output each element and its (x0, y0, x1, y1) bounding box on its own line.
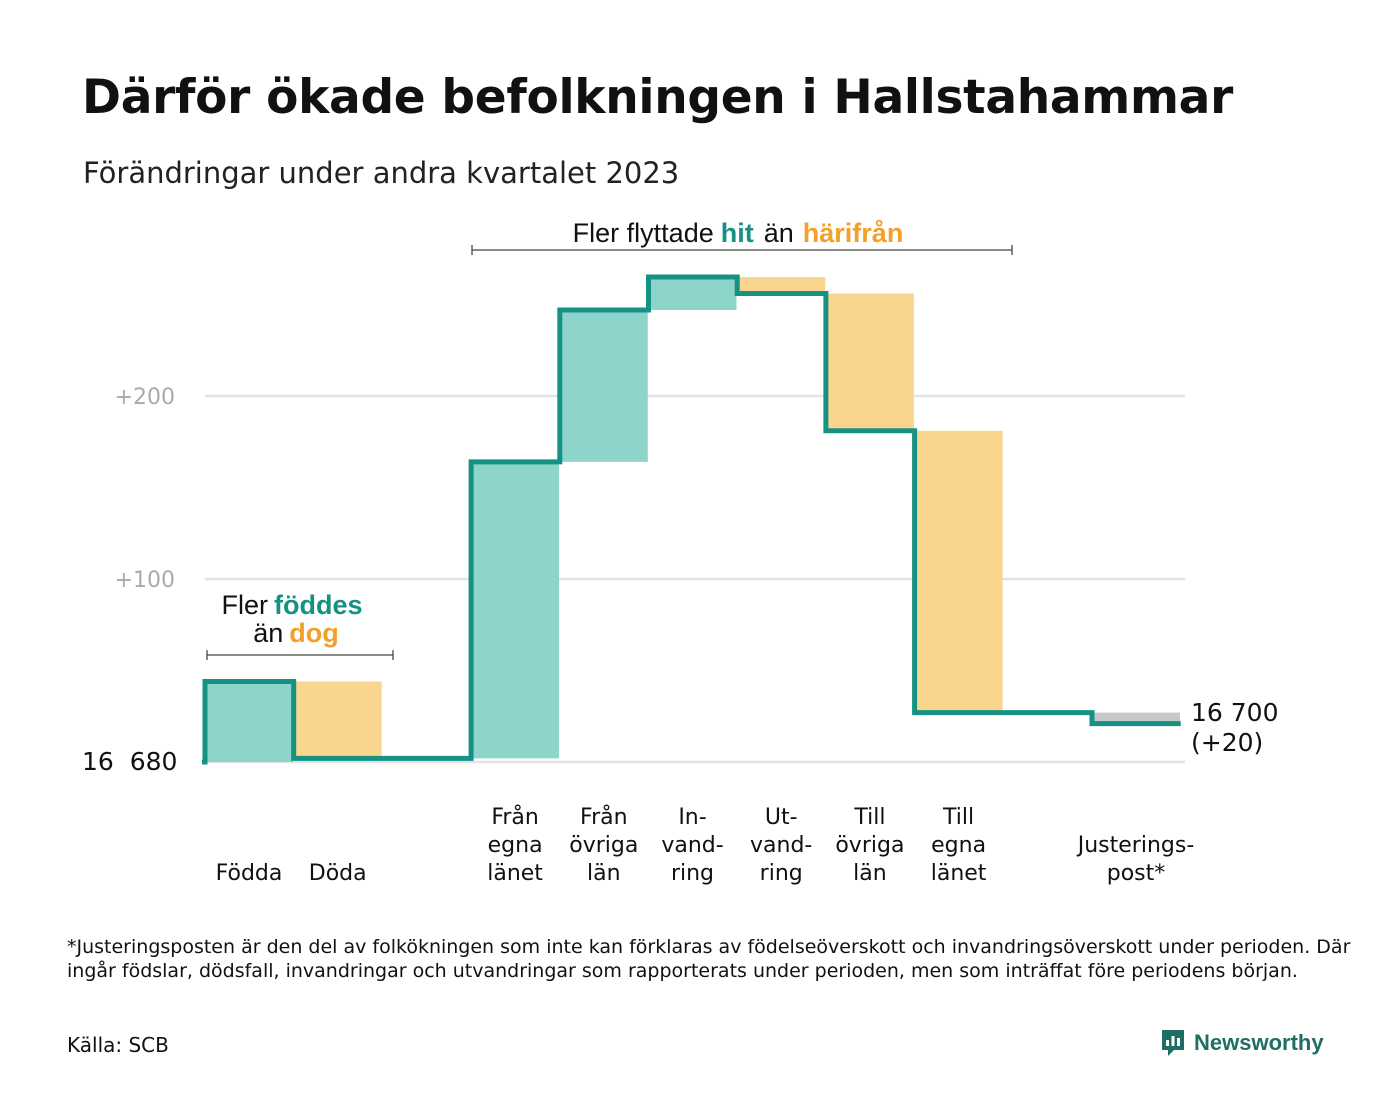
category-label: övriga (835, 833, 904, 858)
chart-subtitle: Förändringar under andra kvartalet 2023 (83, 156, 680, 190)
migration-annotation: Fler flyttade hit än härifrån (471, 218, 1013, 255)
category-label: post* (1107, 861, 1166, 886)
annotation-accent-orange: dog (289, 618, 338, 648)
category-label: Ut- (765, 805, 798, 830)
category-label: egna (931, 833, 986, 858)
category-label: ring (760, 861, 803, 886)
bar-adjustment (1092, 712, 1180, 724)
end-change-label: (+20) (1191, 728, 1263, 757)
bar-increase (205, 681, 293, 762)
running-total-polyline (202, 274, 1181, 765)
footnote: *Justeringsposten är den del av folkökni… (67, 936, 1351, 982)
newsworthy-logo-icon (1162, 1030, 1184, 1056)
y-tick-label: +200 (115, 385, 175, 410)
source-label: Källa: SCB (67, 1033, 169, 1057)
bar-decrease (293, 681, 382, 759)
brand-name: Newsworthy (1194, 1030, 1324, 1055)
bar-decrease (825, 293, 914, 431)
bar-increase (471, 461, 560, 759)
category-label: Döda (309, 861, 367, 886)
running-total-line (202, 274, 1181, 765)
category-label: egna (488, 833, 543, 858)
grid-lines: +100 +200 (115, 385, 1185, 764)
bar-decrease (914, 430, 1003, 713)
annotation-accent-teal: föddes (274, 590, 363, 620)
category-label: Födda (216, 861, 283, 886)
annotation-bracket (206, 650, 394, 660)
newsworthy-logo: Newsworthy (1160, 1028, 1324, 1058)
category-label: vand- (750, 833, 812, 858)
bar-increase (648, 277, 737, 310)
bars (205, 277, 1180, 762)
category-label: Till (853, 805, 885, 830)
start-value-label: 16 680 (82, 747, 177, 776)
bar-decrease (737, 277, 826, 294)
y-tick-label: +100 (115, 568, 175, 593)
annotation-text: än (764, 218, 794, 248)
category-label: Från (491, 804, 539, 830)
end-value-label: 16 700 (1191, 698, 1278, 727)
category-labels: Födda Döda Från egna länet Från övriga län In-va… (216, 804, 1195, 886)
annotation-text: Fler (221, 590, 268, 620)
category-label: Från (580, 804, 628, 830)
annotation-text: än (253, 618, 283, 648)
category-label: län (587, 861, 621, 886)
category-label: ring (671, 861, 714, 886)
natural-increase-annotation: Fler föddes än dog (206, 590, 394, 660)
annotation-text: Fler flyttade (573, 218, 714, 248)
category-label: länet (931, 861, 987, 886)
annotation-accent-orange: härifrån (803, 218, 904, 248)
chart-title: Därför ökade befolkningen i Hallstahamma… (82, 70, 1233, 125)
category-label: Till (942, 805, 974, 830)
category-label: länet (487, 861, 543, 886)
annotation-bracket (471, 245, 1013, 255)
waterfall-chart: +100 +200 Födda Döda Från egna länet Från övrig… (82, 218, 1278, 886)
bar-increase (559, 309, 648, 462)
category-label: vand- (661, 833, 723, 858)
category-label: In- (678, 805, 706, 830)
annotation-accent-teal: hit (721, 218, 754, 248)
category-label: Justerings- (1076, 833, 1195, 858)
category-label: län (853, 861, 887, 886)
category-label: övriga (569, 833, 638, 858)
